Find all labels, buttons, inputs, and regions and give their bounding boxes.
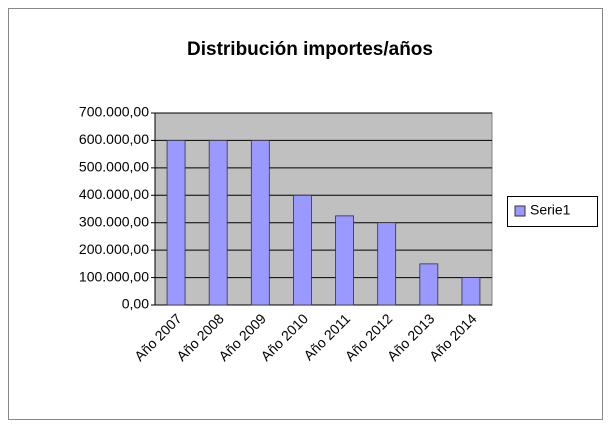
plot-area [154,112,493,306]
legend-label: Serie1 [530,202,571,218]
legend-swatch [514,205,526,217]
bar [377,222,397,306]
bar [250,140,270,306]
y-tick-label: 500.000,00 [79,159,149,175]
y-tick-label: 200.000,00 [79,241,149,257]
bar [335,215,354,306]
y-tick-label: 600.000,00 [79,131,149,147]
bar [461,277,481,306]
chart-title: Distribución importes/años [187,39,433,60]
bar [166,140,186,306]
y-tick-label: 400.000,00 [79,186,149,202]
bar [208,140,228,306]
y-tick-label: 700.000,00 [79,104,149,120]
y-tick-label: 300.000,00 [79,213,149,229]
y-tick-label: 0,00 [122,296,149,312]
y-tick-label: 100.000,00 [79,268,149,284]
bar [419,263,439,306]
bar [293,194,312,306]
